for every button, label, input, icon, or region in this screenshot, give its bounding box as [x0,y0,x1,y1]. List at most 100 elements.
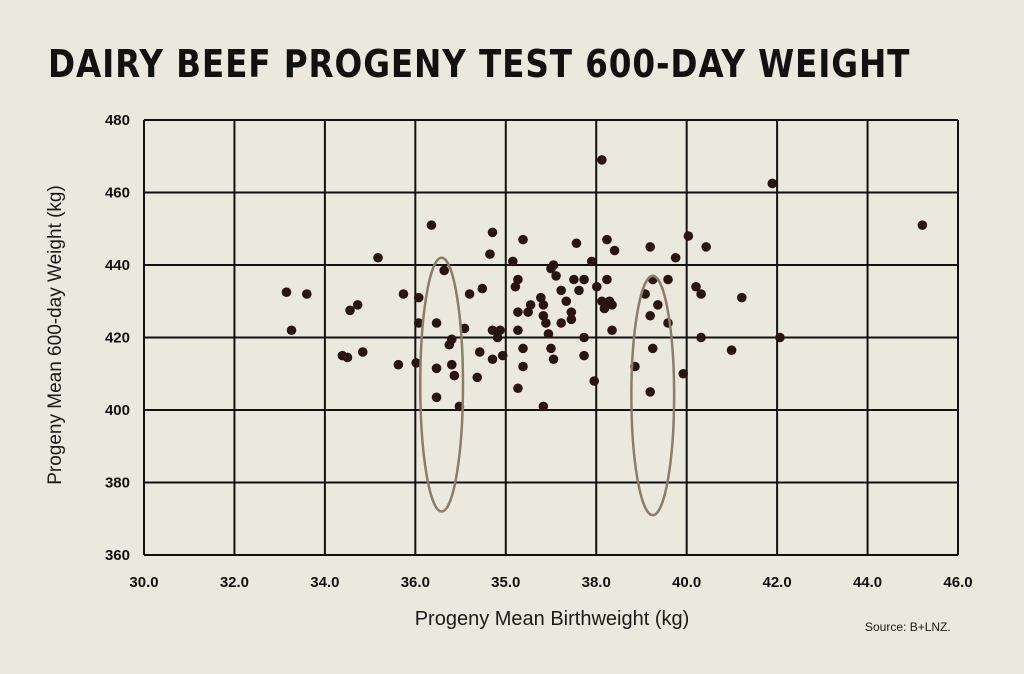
data-point [411,358,421,368]
data-point [543,329,554,339]
data-point [413,292,424,303]
data-point [597,155,607,165]
data-point [342,352,353,363]
data-point [513,274,523,285]
data-point [523,307,533,317]
data-point [602,274,612,285]
data-point [487,227,498,238]
data-point [431,392,442,403]
data-point [566,307,577,317]
data-point [597,296,607,307]
data-point [487,354,498,365]
data-point [508,256,518,267]
data-point [352,300,363,310]
data-point [446,359,457,370]
data-point [538,310,549,321]
data-point [513,325,523,336]
y-tick-label: 360 [105,547,130,564]
x-tick-label: 36.0 [401,574,430,591]
data-point [485,249,495,259]
x-axis-label: Progeny Mean Birthweight (kg) [414,608,690,630]
data-point [569,274,579,285]
data-point [477,283,488,294]
y-tick-label: 400 [105,402,130,419]
y-tick-label: 480 [105,112,130,129]
data-point [591,281,602,292]
chart-title: DAIRY BEEF PROGENY TEST 600-DAY WEIGHT [48,42,911,86]
data-point [663,274,673,285]
data-point [736,292,747,303]
data-point [431,363,442,374]
x-tick-label: 38.0 [582,574,611,591]
data-point [464,289,475,299]
data-point [474,347,485,357]
data-point [917,220,928,230]
data-point [518,343,528,354]
x-tick-label: 46.0 [943,574,972,591]
data-point [541,318,551,328]
data-point [472,372,483,383]
data-point [653,300,663,310]
data-point [446,334,457,345]
data-point [538,401,549,412]
data-point [556,285,566,296]
data-point [518,234,528,245]
y-axis-label: Progeny Mean 600-day Weight (kg) [45,185,66,485]
data-point [281,287,292,297]
data-point [645,310,656,321]
data-point [775,332,785,343]
data-point [513,383,523,394]
data-point [561,296,572,307]
source-note: Source: B+LNZ. [865,620,951,634]
x-axis-ticks: 30.0 32.0 34.0 36.0 35.0 38.0 40.0 42.0 44.0 46.0 [129,574,972,591]
data-point [574,285,584,296]
x-tick-label: 35.0 [491,574,520,591]
data-point [599,303,610,314]
data-point [579,332,589,343]
data-point [670,252,681,263]
data-point [431,318,442,328]
data-point [302,289,312,299]
y-tick-label: 380 [105,475,130,492]
highlight-ellipses [419,256,676,517]
data-point [536,292,546,303]
data-point [607,300,617,310]
x-tick-label: 40.0 [672,574,701,591]
x-tick-label: 34.0 [310,574,339,591]
x-tick-label: 30.0 [129,574,158,591]
data-point [579,274,589,285]
data-point [413,318,424,328]
data-point [579,350,589,361]
data-point [645,242,656,252]
x-tick-label: 42.0 [763,574,792,591]
data-point [449,370,460,381]
data-point [647,343,658,354]
x-tick-label: 44.0 [853,574,882,591]
data-point [286,325,297,336]
data-point [510,281,521,292]
data-point [398,289,409,299]
data-point [696,332,706,343]
y-tick-label: 460 [105,185,130,202]
data-point [767,178,778,189]
data-point [683,231,694,241]
x-tick-label: 32.0 [220,574,249,591]
data-point [586,256,597,267]
data-point [602,234,612,245]
y-axis-ticks: 360 380 400 420 440 460 480 [105,112,130,564]
data-point [726,345,737,355]
highlight-ellipse [419,256,465,513]
data-point [518,361,528,372]
data-point [393,359,404,370]
y-tick-label: 420 [105,330,130,347]
data-point [497,350,508,361]
data-point [373,252,383,263]
data-point [439,265,449,276]
data-point [487,325,498,336]
data-point [546,343,556,354]
data-point [513,307,523,317]
data-point [678,368,689,379]
data-point [607,325,617,336]
data-point [566,314,577,325]
